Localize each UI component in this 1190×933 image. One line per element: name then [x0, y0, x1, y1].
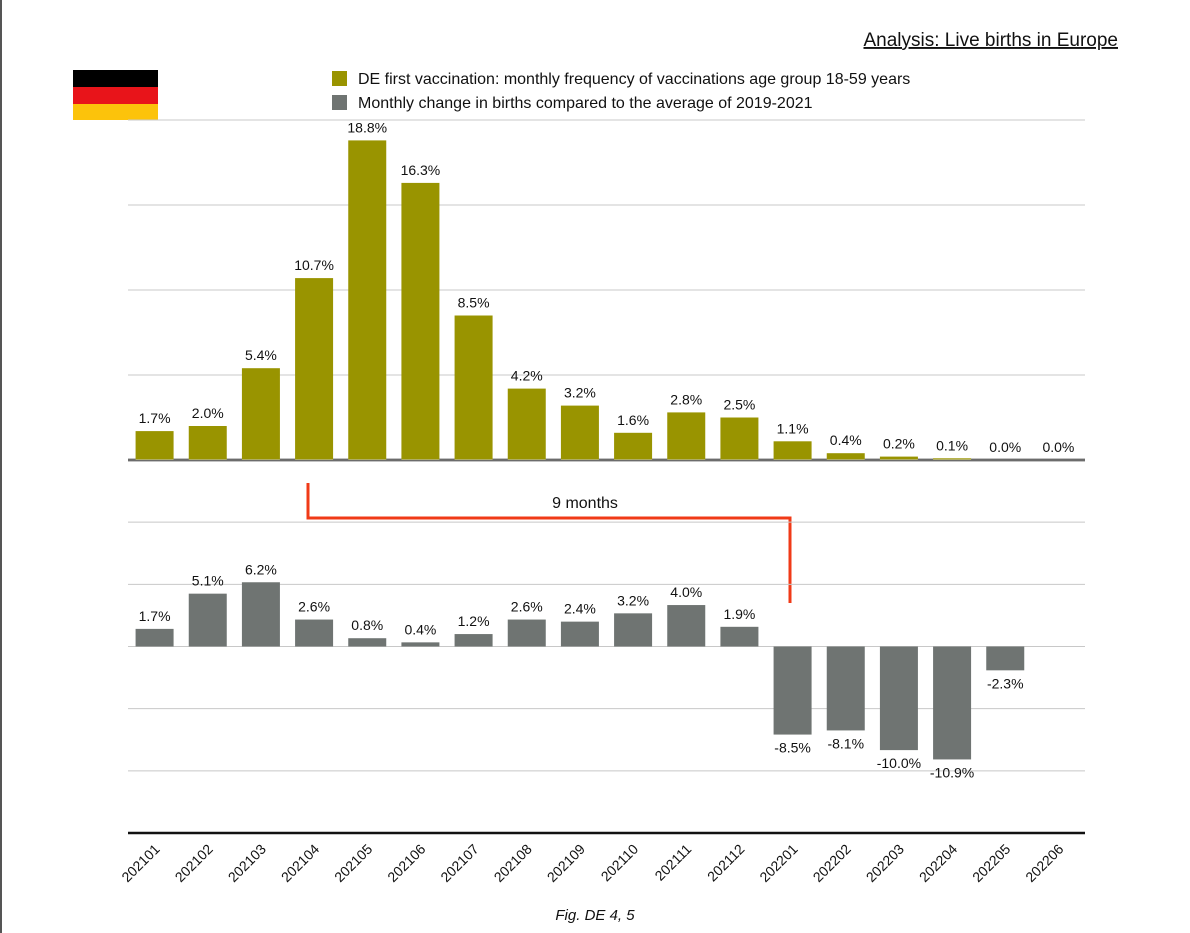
bar [720, 626, 759, 647]
data-label: 0.1% [936, 437, 968, 453]
data-label: 1.9% [723, 606, 755, 622]
data-label: 1.7% [139, 410, 171, 426]
data-label: 8.5% [458, 295, 490, 311]
data-label: 0.0% [989, 439, 1021, 455]
data-label: 0.4% [404, 621, 436, 637]
x-tick-label: 202107 [437, 841, 481, 885]
bar [135, 431, 174, 460]
bar [826, 453, 865, 460]
bar [295, 619, 334, 647]
bar [188, 593, 227, 647]
bar [348, 638, 387, 647]
bar [188, 426, 227, 460]
bar [933, 458, 972, 460]
data-label: 0.4% [830, 432, 862, 448]
data-label: -10.9% [930, 764, 974, 780]
flag-stripe [73, 104, 158, 120]
x-tick-label: 202201 [756, 841, 800, 885]
bar [241, 368, 280, 460]
bar [879, 456, 918, 460]
data-label: 2.6% [511, 599, 543, 615]
bar [826, 646, 865, 731]
data-label: -10.0% [877, 755, 921, 771]
bar [348, 140, 387, 460]
x-tick-label: 202105 [331, 841, 375, 885]
data-label: 16.3% [401, 162, 441, 178]
bar [773, 646, 812, 735]
x-tick-label: 202206 [1022, 841, 1066, 885]
flag-stripe [73, 87, 158, 104]
x-tick-label: 202101 [118, 841, 162, 885]
bar [720, 417, 759, 460]
x-tick-label: 202112 [704, 841, 748, 885]
data-label: 18.8% [347, 119, 387, 135]
bar [401, 642, 440, 647]
x-tick-label: 202103 [225, 841, 269, 885]
data-label: 1.7% [139, 608, 171, 624]
data-label: 4.0% [670, 584, 702, 600]
bar [667, 412, 706, 460]
x-tick-label: 202102 [172, 841, 216, 885]
x-tick-label: 202111 [651, 841, 694, 884]
x-tick-label: 202109 [544, 841, 588, 885]
data-label: 2.6% [298, 599, 330, 615]
x-tick-label: 202204 [916, 841, 960, 885]
data-label: 5.4% [245, 347, 277, 363]
legend-label: DE first vaccination: monthly frequency … [358, 71, 910, 88]
data-label: 2.8% [670, 391, 702, 407]
caption: Fig. DE 4, 5 [555, 907, 635, 924]
data-label: 2.0% [192, 405, 224, 421]
data-label: 3.2% [617, 592, 649, 608]
bar [241, 582, 280, 647]
annotation: 9 months [552, 495, 618, 512]
data-label: 0.2% [883, 436, 915, 452]
bar [614, 613, 653, 647]
data-label: 0.8% [351, 617, 383, 633]
data-label: 1.1% [777, 420, 809, 436]
legend-swatch [332, 95, 347, 110]
data-label: -8.5% [774, 740, 811, 756]
data-label: 2.5% [723, 397, 755, 413]
data-label: -8.1% [827, 735, 864, 751]
bar [560, 621, 599, 647]
x-tick-label: 202205 [969, 841, 1013, 885]
data-label: 4.2% [511, 368, 543, 384]
bar [295, 278, 334, 460]
data-label: 2.4% [564, 601, 596, 617]
x-tick-label: 202108 [491, 841, 535, 885]
bar [135, 628, 174, 647]
bar [933, 646, 972, 760]
x-tick-label: 202110 [598, 841, 642, 885]
data-label: 10.7% [294, 257, 334, 273]
bracket [306, 483, 792, 603]
data-label: -2.3% [987, 675, 1024, 691]
legend-swatch [332, 71, 347, 86]
x-tick-label: 202202 [810, 841, 854, 885]
flag [73, 70, 158, 120]
data-label: 1.6% [617, 412, 649, 428]
bar [401, 182, 440, 460]
bar [454, 634, 493, 647]
data-label: 3.2% [564, 385, 596, 401]
x-tick-label: 202104 [278, 841, 322, 885]
bar [614, 432, 653, 460]
flag-stripe [73, 70, 158, 87]
data-label: 5.1% [192, 573, 224, 589]
page-title: Analysis: Live births in Europe [863, 30, 1118, 51]
bar [986, 646, 1025, 671]
x-tick-label: 202106 [384, 841, 428, 885]
data-label: 0.0% [1042, 439, 1074, 455]
x-tick-label: 202203 [863, 841, 907, 885]
bar [454, 315, 493, 460]
data-label: 1.2% [458, 613, 490, 629]
bar [507, 619, 546, 647]
bar [879, 646, 918, 751]
legend-label: Monthly change in births compared to the… [358, 95, 813, 112]
bar [507, 388, 546, 460]
bar [667, 605, 706, 647]
data-label: 6.2% [245, 561, 277, 577]
bar [773, 441, 812, 460]
bar [560, 405, 599, 460]
